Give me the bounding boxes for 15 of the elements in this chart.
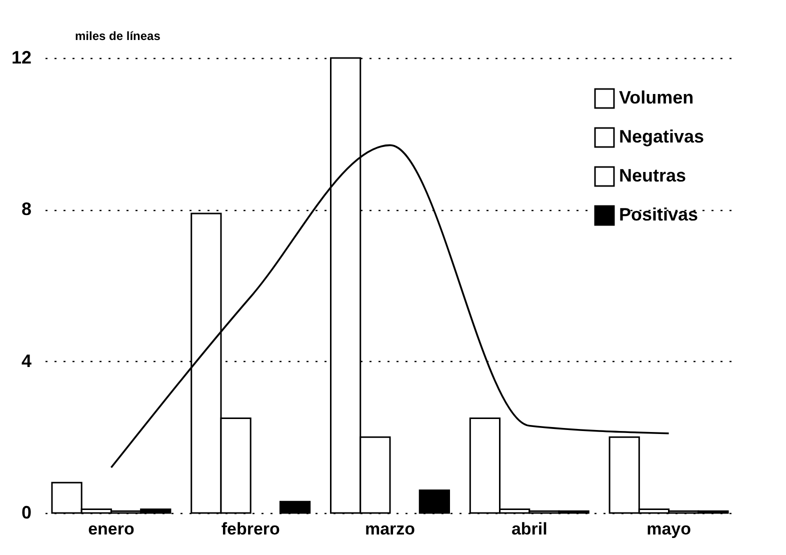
bar (279, 500, 311, 514)
y-axis-title: miles de líneas (75, 29, 161, 43)
x-tick-label: marzo (364, 520, 416, 538)
x-tick-label: mayo (646, 520, 691, 538)
y-tick-label: 8 (21, 199, 32, 220)
legend-label: Volumen (619, 88, 694, 108)
legend-label: Positivas (619, 204, 698, 224)
y-tick-label: 4 (21, 350, 32, 371)
y-tick-label: 12 (11, 48, 32, 68)
x-tick-label: enero (88, 520, 134, 538)
y-tick-label: 0 (21, 502, 32, 522)
x-tick-label: febrero (221, 520, 280, 538)
legend-label: Negativas (619, 126, 704, 146)
legend-label: Neutras (619, 166, 686, 186)
x-tick-label: abril (511, 520, 548, 538)
